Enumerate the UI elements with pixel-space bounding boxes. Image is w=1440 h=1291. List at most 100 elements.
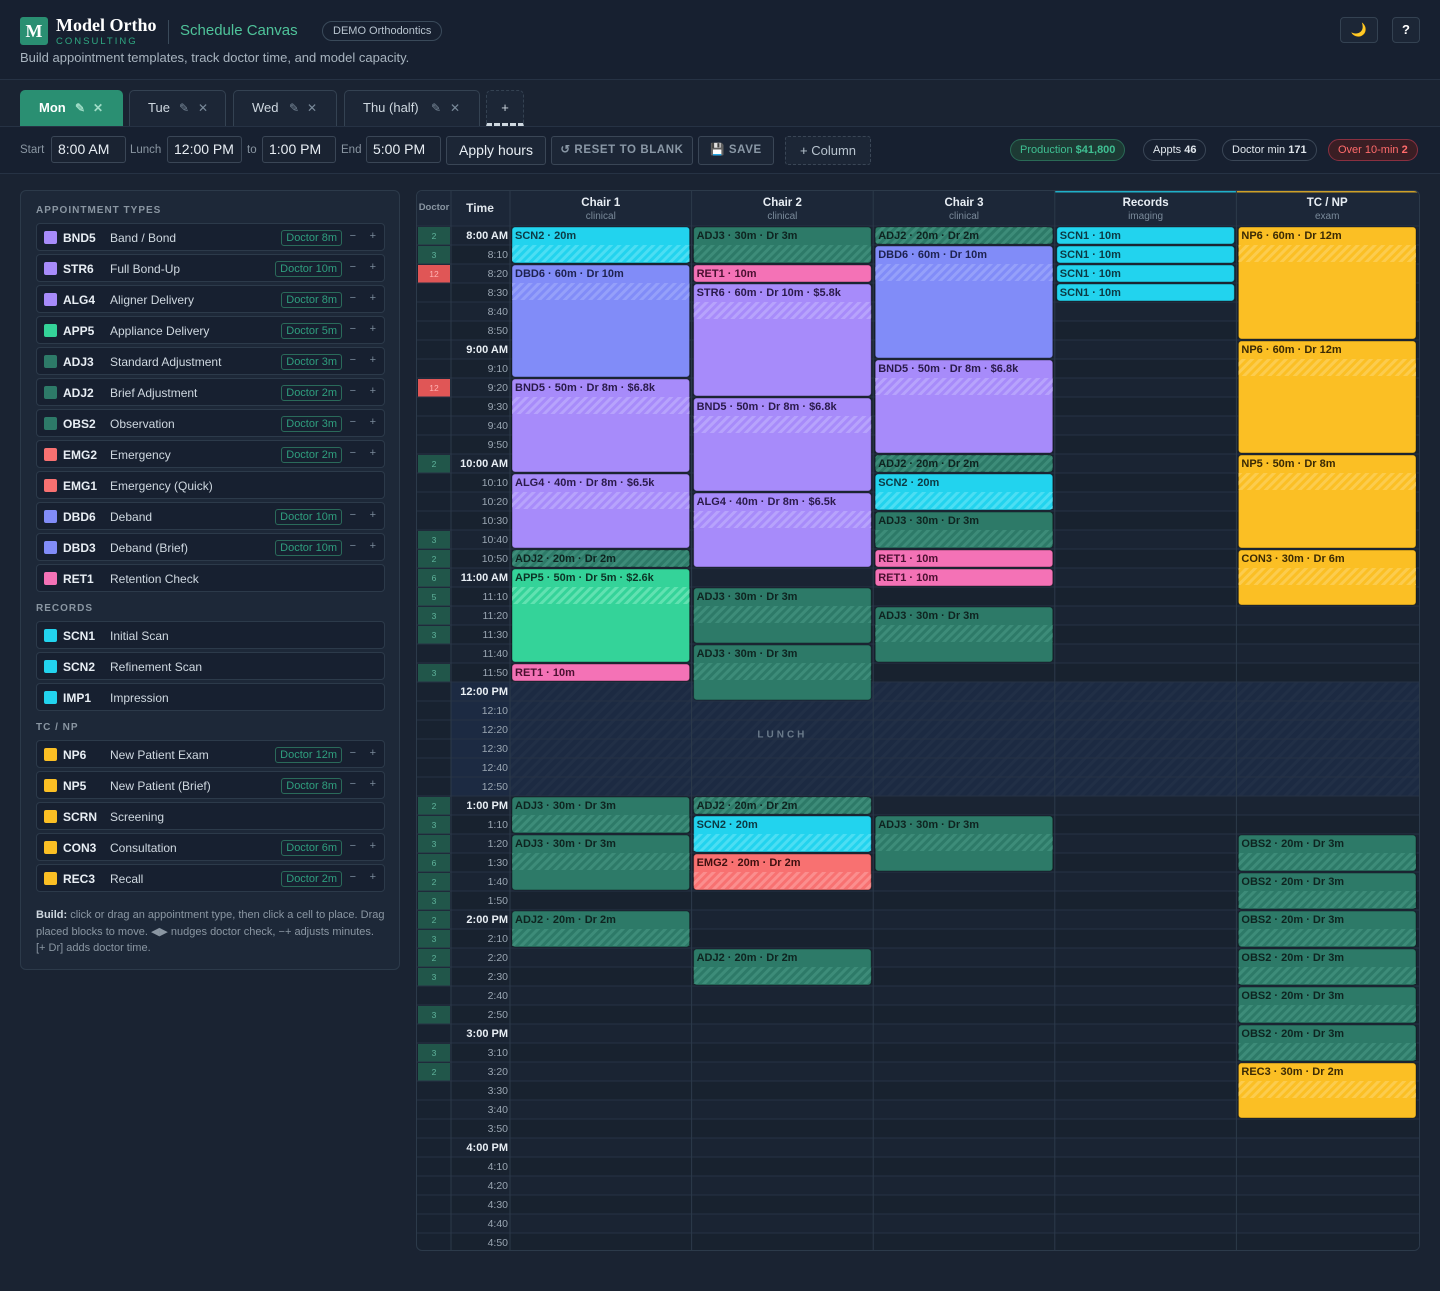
decrease-doctor-button[interactable]: − [349,747,356,759]
appointment-block[interactable] [1056,226,1235,245]
tab-thu-half[interactable]: Thu (half) ✎ ✕ [344,90,480,126]
increase-doctor-button[interactable]: + [369,354,376,366]
appointment-block[interactable] [1056,264,1235,283]
lunch-end-input[interactable]: 1:00 PM [262,136,336,163]
increase-doctor-button[interactable]: + [369,292,376,304]
increase-doctor-button[interactable]: + [369,230,376,242]
appt-type-scrn[interactable]: SCRN Screening [36,802,385,830]
decrease-doctor-button[interactable]: − [349,447,356,459]
appt-type-con3[interactable]: CON3 Consultation Doctor 6m − + [36,833,385,861]
decrease-doctor-button[interactable]: − [349,871,356,883]
close-icon[interactable]: ✕ [198,101,209,115]
appt-type-ret1[interactable]: RET1 Retention Check [36,564,385,592]
edit-icon[interactable]: ✎ [75,101,86,115]
appointment-block[interactable] [511,264,691,378]
theme-toggle-button[interactable]: 🌙 [1340,17,1378,43]
increase-doctor-button[interactable]: + [369,840,376,852]
time-row[interactable] [451,1005,1419,1024]
appointment-block[interactable] [511,663,691,682]
appt-type-emg2[interactable]: EMG2 Emergency Doctor 2m − + [36,440,385,468]
time-row[interactable] [451,1233,1419,1250]
start-time-input[interactable]: 8:00 AM [51,136,126,163]
time-row[interactable] [451,1024,1419,1043]
appt-type-scn2[interactable]: SCN2 Refinement Scan [36,652,385,680]
time-row[interactable] [451,872,1419,891]
time-row[interactable] [451,796,1419,815]
reset-to-blank-button[interactable]: ↺ RESET TO BLANK [551,136,693,165]
time-row[interactable] [451,1043,1419,1062]
increase-doctor-button[interactable]: + [369,447,376,459]
decrease-doctor-button[interactable]: − [349,840,356,852]
time-row[interactable] [451,1214,1419,1233]
appointment-block[interactable] [874,245,1054,359]
time-row[interactable] [451,929,1419,948]
schedule-grid-canvas[interactable]: Doctor Time Chair 1 clinical Chair 2 clinical… [417,191,1419,1250]
appt-type-emg1[interactable]: EMG1 Emergency (Quick) [36,471,385,499]
apply-hours-button[interactable]: Apply hours [446,136,546,165]
decrease-doctor-button[interactable]: − [349,509,356,521]
appointment-block[interactable] [1237,226,1417,340]
time-row[interactable] [451,1176,1419,1195]
tab-mon[interactable]: Mon ✎ ✕ [20,90,123,126]
decrease-doctor-button[interactable]: − [349,540,356,552]
increase-doctor-button[interactable]: + [369,261,376,273]
time-row[interactable] [451,587,1419,606]
appointment-block[interactable] [1056,283,1235,302]
time-row[interactable] [451,1100,1419,1119]
lunch-start-input[interactable]: 12:00 PM [167,136,242,163]
decrease-doctor-button[interactable]: − [349,416,356,428]
increase-doctor-button[interactable]: + [369,747,376,759]
close-icon[interactable]: ✕ [93,101,104,115]
increase-doctor-button[interactable]: + [369,323,376,335]
time-row[interactable] [451,1119,1419,1138]
appt-type-np5[interactable]: NP5 New Patient (Brief) Doctor 8m − + [36,771,385,799]
appt-type-np6[interactable]: NP6 New Patient Exam Doctor 12m − + [36,740,385,768]
appt-type-alg4[interactable]: ALG4 Aligner Delivery Doctor 8m − + [36,285,385,313]
decrease-doctor-button[interactable]: − [349,323,356,335]
appt-type-dbd6[interactable]: DBD6 Deband Doctor 10m − + [36,502,385,530]
decrease-doctor-button[interactable]: − [349,354,356,366]
appointment-block[interactable] [1237,340,1417,454]
edit-icon[interactable]: ✎ [289,101,300,115]
tab-tue[interactable]: Tue ✎ ✕ [129,90,226,126]
increase-doctor-button[interactable]: + [369,509,376,521]
appt-type-str6[interactable]: STR6 Full Bond-Up Doctor 10m − + [36,254,385,282]
appointment-block[interactable] [874,549,1054,568]
appointment-block[interactable] [1056,245,1235,264]
appointment-block[interactable] [693,283,872,397]
time-row[interactable] [451,1195,1419,1214]
help-button[interactable]: ? [1392,17,1420,43]
add-tab-button[interactable]: + [486,90,524,126]
appt-type-adj3[interactable]: ADJ3 Standard Adjustment Doctor 3m − + [36,347,385,375]
appt-type-bnd5[interactable]: BND5 Band / Bond Doctor 8m − + [36,223,385,251]
time-row[interactable] [451,663,1419,682]
time-row[interactable] [451,910,1419,929]
decrease-doctor-button[interactable]: − [349,230,356,242]
increase-doctor-button[interactable]: + [369,540,376,552]
end-time-input[interactable]: 5:00 PM [366,136,441,163]
decrease-doctor-button[interactable]: − [349,778,356,790]
increase-doctor-button[interactable]: + [369,778,376,790]
time-row[interactable] [451,1062,1419,1081]
appt-type-app5[interactable]: APP5 Appliance Delivery Doctor 5m − + [36,316,385,344]
close-icon[interactable]: ✕ [307,101,318,115]
time-row[interactable] [451,967,1419,986]
appt-type-imp1[interactable]: IMP1 Impression [36,683,385,711]
appt-type-scn1[interactable]: SCN1 Initial Scan [36,621,385,649]
time-row[interactable] [451,948,1419,967]
save-button[interactable]: 💾 SAVE [698,136,774,165]
time-row[interactable] [451,891,1419,910]
decrease-doctor-button[interactable]: − [349,385,356,397]
edit-icon[interactable]: ✎ [431,101,442,115]
decrease-doctor-button[interactable]: − [349,261,356,273]
appt-type-obs2[interactable]: OBS2 Observation Doctor 3m − + [36,409,385,437]
appointment-block[interactable] [693,264,872,283]
edit-icon[interactable]: ✎ [179,101,190,115]
appointment-block[interactable] [874,568,1054,587]
increase-doctor-button[interactable]: + [369,385,376,397]
tab-wed[interactable]: Wed ✎ ✕ [233,90,337,126]
time-row[interactable] [451,1157,1419,1176]
appt-type-adj2[interactable]: ADJ2 Brief Adjustment Doctor 2m − + [36,378,385,406]
appt-type-dbd3[interactable]: DBD3 Deband (Brief) Doctor 10m − + [36,533,385,561]
increase-doctor-button[interactable]: + [369,871,376,883]
